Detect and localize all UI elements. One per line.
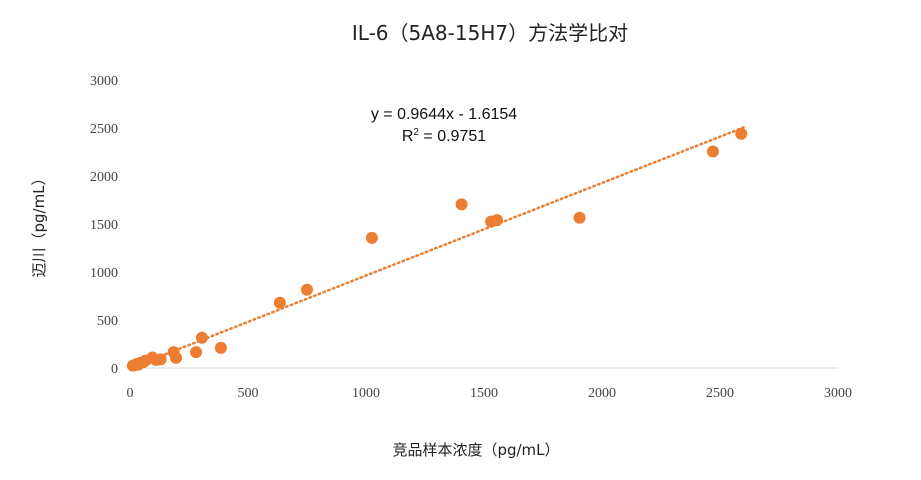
data-point — [195, 331, 208, 344]
x-tick-label: 2500 — [706, 386, 734, 401]
data-point — [706, 145, 719, 158]
chart-title: IL-6（5A8-15H7）方法学比对 — [352, 21, 628, 45]
y-tick-label: 1500 — [90, 218, 118, 233]
y-tick-labels: 0 500 1000 1500 2000 2500 3000 — [90, 74, 118, 377]
y-tick-label: 500 — [97, 314, 118, 329]
data-point — [735, 127, 748, 140]
x-tick-label: 1000 — [352, 386, 380, 401]
x-tick-label: 2000 — [588, 386, 616, 401]
data-point — [154, 353, 167, 366]
data-point — [490, 214, 503, 227]
r-squared-symbol: R — [402, 128, 414, 145]
y-tick-label: 1000 — [90, 266, 118, 281]
r-squared-superscript: 2 — [413, 127, 419, 138]
trendline — [149, 126, 745, 362]
data-point — [301, 283, 313, 296]
data-point — [573, 211, 586, 224]
y-tick-label: 2000 — [90, 170, 118, 185]
y-axis-title: 迈川（pg/mL） — [30, 170, 48, 277]
trendline-layer — [149, 126, 745, 362]
x-axis-title: 竞品样本浓度（pg/mL） — [392, 441, 559, 459]
r-squared-value: = 0.9751 — [419, 128, 486, 145]
data-point — [365, 231, 378, 244]
x-tick-label: 500 — [238, 386, 259, 401]
x-tick-label: 0 — [127, 386, 134, 401]
y-tick-label: 3000 — [90, 74, 118, 89]
x-tick-label: 1500 — [470, 386, 498, 401]
data-points — [126, 127, 748, 372]
trendline-r-squared: R2 = 0.9751 — [402, 127, 486, 145]
data-point — [214, 341, 227, 354]
data-point — [455, 198, 468, 211]
x-tick-label: 3000 — [824, 386, 852, 401]
y-tick-label: 0 — [111, 362, 118, 377]
trendline-equation: y = 0.9644x - 1.6154 — [371, 106, 517, 123]
y-tick-label: 2500 — [90, 122, 118, 137]
x-tick-labels: 0 500 1000 1500 2000 2500 3000 — [127, 386, 853, 401]
data-point — [170, 351, 183, 364]
data-point — [273, 296, 286, 309]
data-point — [190, 346, 203, 359]
